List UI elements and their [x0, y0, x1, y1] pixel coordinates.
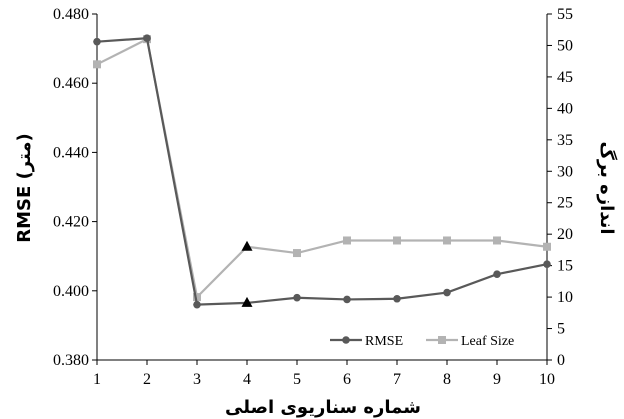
x-tick-label: 9 [493, 371, 501, 388]
rmse-point [293, 293, 301, 302]
y2-tick-label: 10 [557, 289, 573, 306]
x-tick-label: 2 [143, 371, 151, 388]
y2-tick-label: 0 [557, 352, 565, 369]
series-layer [93, 34, 551, 309]
series-rmse [93, 34, 551, 309]
legend: RMSE Leaf Size [330, 334, 514, 349]
rmse-point [193, 300, 201, 309]
x-tick-label: 3 [193, 371, 201, 388]
y-tick-label: 0.440 [53, 144, 89, 161]
x-axis-title: شماره سناریوی اصلی [225, 397, 421, 418]
rmse-point [93, 37, 101, 46]
x-axis-ticks: 1 2 3 4 5 6 7 8 9 10 [93, 360, 555, 388]
x-tick-label: 1 [93, 371, 101, 388]
y-tick-label: 0.460 [53, 75, 89, 92]
plot-area [96, 14, 548, 361]
series-leaf-size [93, 35, 551, 302]
y2-tick-label: 35 [557, 132, 573, 149]
y-tick-label: 0.400 [53, 283, 89, 300]
legend-leaf-size-label: Leaf Size [461, 334, 514, 349]
leaf-size-point [543, 242, 551, 251]
x-tick-label: 6 [343, 371, 351, 388]
rmse-point [543, 260, 551, 268]
legend-rmse-label: RMSE [365, 334, 403, 349]
y-tick-label: 0.380 [53, 352, 89, 369]
leaf-size-point [293, 249, 301, 258]
rmse-line [96, 37, 548, 306]
y2-tick-label: 30 [557, 163, 573, 180]
legend-rmse-marker [342, 336, 350, 344]
y2-tick-label: 55 [557, 6, 573, 23]
y-axis-title: RMSE (متر) [14, 133, 35, 242]
y2-axis-title: اندازه برگ [596, 141, 618, 234]
x-tick-label: 8 [443, 371, 451, 388]
leaf-size-point [443, 236, 451, 245]
y2-tick-label: 20 [557, 226, 573, 243]
y2-tick-label: 25 [557, 195, 573, 212]
leaf-size-highlight-point [241, 240, 253, 251]
rmse-point [343, 295, 351, 304]
x-tick-label: 5 [293, 371, 301, 388]
y2-tick-label: 50 [557, 37, 573, 54]
leaf-size-point [493, 236, 501, 245]
leaf-size-point [193, 293, 201, 302]
rmse-point [143, 34, 151, 43]
rmse-highlight-point [241, 296, 253, 307]
y2-tick-label: 40 [557, 100, 573, 117]
leaf-size-point [343, 236, 351, 245]
y2-tick-label: 45 [557, 69, 573, 86]
rmse-point [493, 270, 501, 278]
y2-tick-label: 5 [557, 321, 565, 338]
y-tick-label: 0.480 [53, 6, 89, 23]
x-tick-label: 7 [393, 371, 401, 388]
y-axis-ticks: 0.380 0.400 0.420 0.440 0.460 0.480 [53, 6, 97, 369]
y2-axis-ticks: 0 5 10 15 20 25 30 35 40 45 50 55 [547, 6, 573, 369]
legend-leaf-size-marker [438, 336, 446, 344]
y2-tick-label: 15 [557, 258, 573, 275]
x-tick-label: 4 [243, 371, 251, 388]
rmse-point [443, 288, 451, 297]
leaf-size-point [393, 236, 401, 245]
rmse-point [393, 294, 401, 303]
y-tick-label: 0.420 [53, 214, 89, 231]
leaf-size-point [93, 60, 101, 69]
leaf-size-line [96, 37, 548, 300]
x-tick-label: 10 [539, 371, 555, 388]
